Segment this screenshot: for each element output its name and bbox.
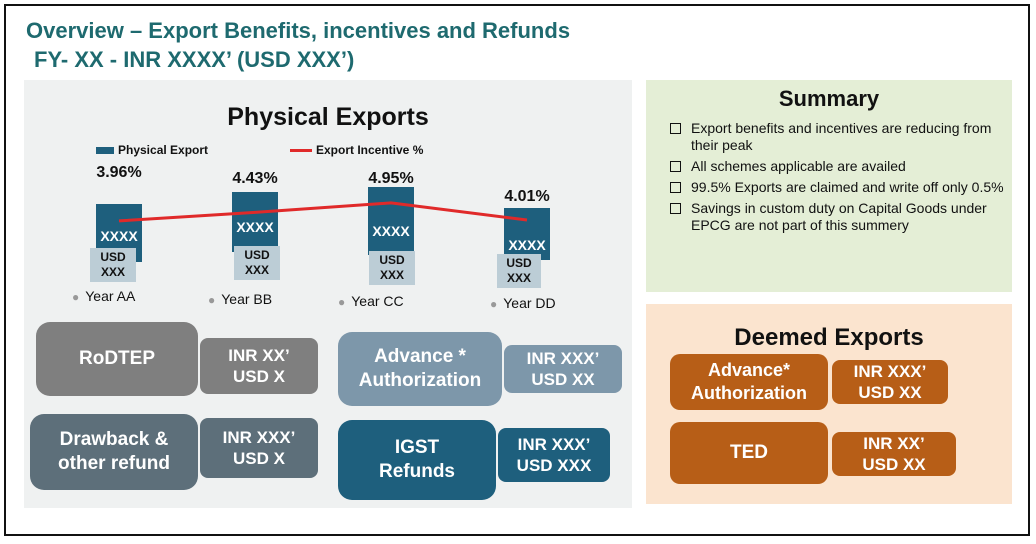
usd-label: USD XXX <box>369 251 415 285</box>
drawback-label: Drawback & other refund <box>30 414 198 490</box>
checkbox-bullet-icon <box>670 182 681 193</box>
usd-label: USD XXX <box>234 246 280 280</box>
legend-line-swatch <box>290 148 312 152</box>
checkbox-bullet-icon <box>670 123 681 134</box>
deemed-exports-title: Deemed Exports <box>734 324 924 351</box>
bar-value-label: XXXX <box>236 219 274 235</box>
drawback-value: INR XXX’ USD X <box>200 418 318 478</box>
pct-label: 4.43% <box>232 170 278 187</box>
deemed-exports-panel: Deemed Exports Advance* Authorization IN… <box>646 304 1012 504</box>
pct-label: 3.96% <box>96 164 142 181</box>
summary-item: 99.5% Exports are claimed and write off … <box>668 179 1004 196</box>
page-title: Overview – Export Benefits, incentives a… <box>26 18 571 43</box>
igst-refunds-label: IGST Refunds <box>338 420 496 500</box>
bar-year-cc <box>368 187 414 255</box>
bar-value-label: XXXX <box>508 237 546 253</box>
rodtep-value: INR XX’ USD X <box>200 338 318 394</box>
physical-exports-chart: 3.96% 4.43% 4.95% 4.01% XXXX XXXX XXXX X… <box>24 80 632 340</box>
rodtep-label: RoDTEP <box>36 322 198 396</box>
igst-refunds-value: INR XXX’ USD XXX <box>498 428 610 482</box>
legend-bar: Physical Export <box>96 143 208 157</box>
x-axis-label: ● Year BB <box>208 291 273 307</box>
page-subtitle: FY- XX - INR XXXX’ (USD XXX’) <box>34 47 355 72</box>
legend-bar-swatch <box>96 146 114 154</box>
summary-list: Export benefits and incentives are reduc… <box>668 120 1004 238</box>
ted-value: INR XX’ USD XX <box>832 432 956 476</box>
legend-line: Export Incentive % <box>290 143 423 157</box>
advance-authorization-value: INR XXX’ USD XX <box>504 345 622 393</box>
physical-exports-panel: Physical Exports Physical Export Export … <box>24 80 632 508</box>
checkbox-bullet-icon <box>670 161 681 172</box>
deemed-advance-value: INR XXX’ USD XX <box>832 360 948 404</box>
x-axis-label: ● Year CC <box>338 293 404 309</box>
physical-exports-title: Physical Exports <box>227 103 429 131</box>
pct-label: 4.01% <box>504 188 550 205</box>
checkbox-bullet-icon <box>670 203 681 214</box>
deemed-advance-label: Advance* Authorization <box>670 354 828 410</box>
slide-frame <box>4 4 1030 536</box>
incentive-line-chart <box>118 201 528 223</box>
legend-bar-label: Physical Export <box>118 143 209 157</box>
ted-label: TED <box>670 422 828 484</box>
x-axis-label: ● Year AA <box>72 288 136 304</box>
legend-line-label: Export Incentive % <box>316 143 424 157</box>
bar-year-bb <box>232 192 278 252</box>
summary-panel: Summary Export benefits and incentives a… <box>646 80 1012 292</box>
bar-value-label: XXXX <box>372 223 410 239</box>
advance-authorization-label: Advance * Authorization <box>338 332 502 406</box>
bar-value-label: XXXX <box>100 228 138 244</box>
usd-label: USD XXX <box>497 254 541 288</box>
usd-label: USD XXX <box>90 248 136 282</box>
pct-label: 4.95% <box>368 170 414 187</box>
x-axis-label: ● Year DD <box>490 295 556 311</box>
summary-item: All schemes applicable are availed <box>668 158 1004 175</box>
summary-title: Summary <box>778 86 880 111</box>
summary-item: Savings in custom duty on Capital Goods … <box>668 200 1004 234</box>
summary-item: Export benefits and incentives are reduc… <box>668 120 1004 154</box>
